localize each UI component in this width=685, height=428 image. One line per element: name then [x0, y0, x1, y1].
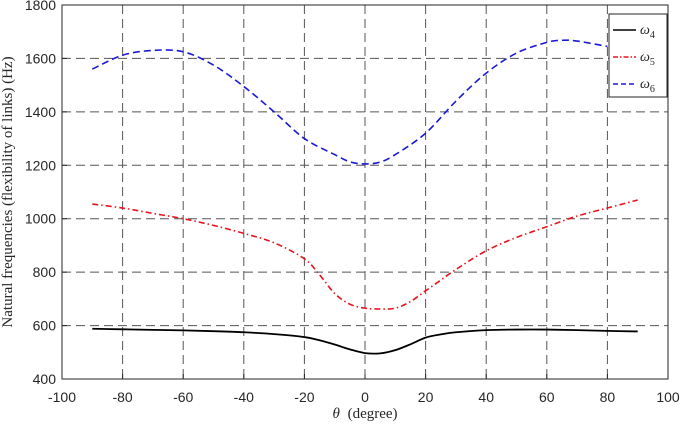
- x-tick-labels: -100 -80 -60 -40 -20 0 20 40 60 80 100: [48, 389, 680, 405]
- legend-label-omega6: ω6: [640, 77, 655, 95]
- y-tick-label: 600: [33, 318, 57, 334]
- x-tick-label: 0: [361, 389, 369, 405]
- legend-label-omega5: ω5: [640, 50, 655, 68]
- x-tick-label: 80: [600, 389, 616, 405]
- y-axis-title: Natural frequencies (flexibility of link…: [0, 56, 16, 327]
- y-tick-label: 1600: [25, 50, 56, 66]
- x-tick-label: 100: [656, 389, 680, 405]
- y-tick-label: 1000: [25, 211, 56, 227]
- x-tick-label: 60: [539, 389, 555, 405]
- y-tick-label: 400: [33, 371, 57, 387]
- x-tick-label: -20: [294, 389, 314, 405]
- grid-lines: [61, 4, 669, 380]
- x-axis-label: (degree): [348, 406, 398, 422]
- x-tick-label: -40: [234, 389, 254, 405]
- legend: ω4 ω5 ω6: [608, 13, 668, 98]
- series-line-omega5: [92, 199, 638, 310]
- x-tick-label: 40: [478, 389, 494, 405]
- y-tick-label: 1800: [25, 0, 56, 13]
- y-tick-labels: 400 600 800 1000 1200 1400 1600 1800: [25, 0, 56, 387]
- x-axis-symbol: θ: [332, 406, 340, 422]
- series-line-omega6: [91, 39, 608, 165]
- series-group: [91, 39, 638, 355]
- x-tick-label: -100: [48, 389, 76, 405]
- series-line-omega4: [92, 327, 638, 355]
- plot-area-frame: [61, 4, 669, 380]
- y-tick-label: 800: [33, 264, 57, 280]
- y-tick-label: 1400: [25, 104, 56, 120]
- legend-label-omega4: ω4: [640, 23, 655, 41]
- x-axis-title: θ (degree): [332, 406, 397, 422]
- legend-box: [608, 13, 668, 98]
- y-tick-label: 1200: [25, 157, 56, 173]
- x-tick-label: -80: [112, 389, 132, 405]
- x-tick-label: 20: [418, 389, 434, 405]
- x-tick-label: -60: [173, 389, 193, 405]
